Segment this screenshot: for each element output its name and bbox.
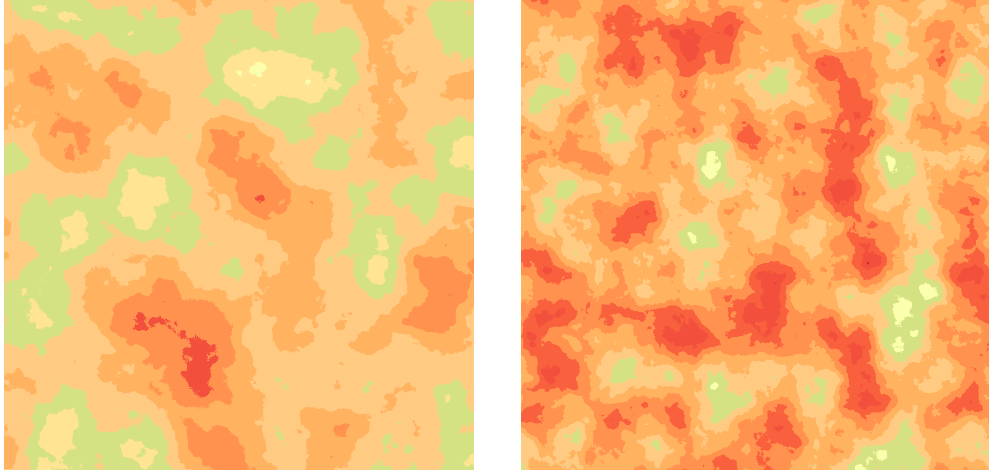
turbulence-field-left-image	[4, 0, 474, 470]
turbulence-field-left	[4, 0, 474, 470]
turbulence-field-right-image	[521, 0, 989, 470]
turbulence-field-right	[521, 0, 989, 470]
